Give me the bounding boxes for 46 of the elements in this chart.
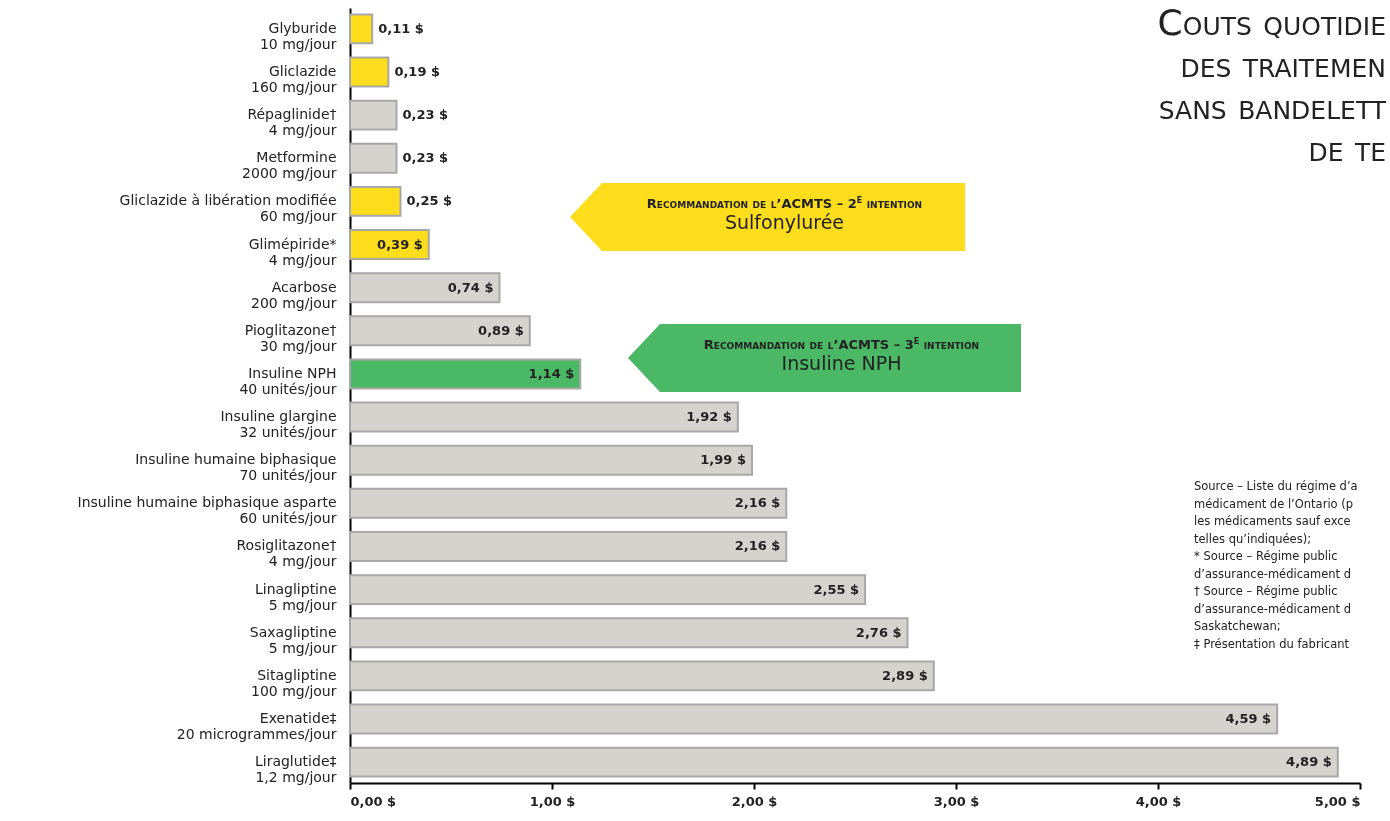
y-tick-label: Pioglitazone† 30 mg/jour [244,321,337,354]
data-label: 0,25 $ [406,193,453,209]
x-tick-label: 1,00 $ [529,793,576,809]
data-label: 1,14 $ [528,365,575,381]
data-label: 2,89 $ [882,667,928,683]
y-tick-label: Linagliptine 5 mg/jour [254,580,337,613]
y-tick-label: Insuline humaine biphasique asparte 60 unités/jour [77,494,337,527]
y-tick-label: Glyburide 10 mg/jour [259,19,337,52]
x-tick-label: 3,00 $ [933,793,980,809]
x-tick-label: 5,00 $ [1314,793,1361,809]
data-label: 1,99 $ [700,452,746,468]
data-label: 0,39 $ [377,236,423,252]
arrow-tag: Recommandation de l’ACMTS – 3$^{e}$ intention Insuline NPH [628,324,1021,392]
x-tick-label: 2,00 $ [731,793,778,809]
arrow-tag: Recommandation de l’ACMTS – 2$^{e}$ intention Sulfonylurée [570,183,965,251]
y-tick-label: Saxagliptine 5 mg/jour [249,623,337,656]
y-tick-label: Gliclazide à libération modifiée 60 mg/jour [119,192,337,225]
y-tick-label: Acarbose 200 mg/jour [251,278,337,311]
text: Couts quotidie des traitemen sans bandelett de te [1157,2,1386,170]
y-tick-label: Insuline glargine 32 unités/jour [220,408,337,441]
data-label: 0,89 $ [478,322,524,338]
y-tick-label: Répaglinide† 4 mg/jour [247,106,337,139]
y-tick-label: Liraglutide‡ 1,2 mg/jour [254,753,337,786]
y-tick-label: Insuline humaine biphasique 70 unités/jour [135,451,337,484]
data-label: 2,76 $ [855,624,902,640]
data-label: 2,55 $ [813,581,860,597]
y-tick-label: Insuline NPH 40 unités/jour [239,364,337,397]
data-label: 0,23 $ [402,150,449,166]
text: Source – Liste du régime d’a médicament de l’Ontario (p les médicaments sauf exce telles qu’indiquées); * Source – Régime public d’assurance-médicament d † Source – Régime public d’assurance-médicament d Saskatchewan; ‡ Présentation du fabricant [1194,479,1358,651]
data-label: 1,92 $ [686,409,732,425]
data-label: 2,16 $ [734,538,781,554]
data-label: 4,89 $ [1286,754,1332,770]
y-tick-label: Glimépiride* 4 mg/jour [248,235,337,268]
data-label: 0,74 $ [447,279,494,295]
y-tick-label: Gliclazide 160 mg/jour [251,63,337,96]
y-tick-label: Sitagliptine 100 mg/jour [251,666,337,699]
data-label: 2,16 $ [734,495,781,511]
data-label: 0,19 $ [394,64,441,80]
y-tick-label: Rosiglitazone† 4 mg/jour [236,537,337,570]
y-tick-label: Metformine 2000 mg/jour [242,149,337,182]
x-tick-label: 0,00 $ [350,793,397,809]
y-tick-label: Exenatide‡ 20 microgrammes/jour [176,709,337,742]
data-label: 0,11 $ [378,20,424,36]
x-tick-label: 4,00 $ [1135,793,1182,809]
data-label: 4,59 $ [1225,710,1272,726]
data-label: 0,23 $ [402,107,449,123]
